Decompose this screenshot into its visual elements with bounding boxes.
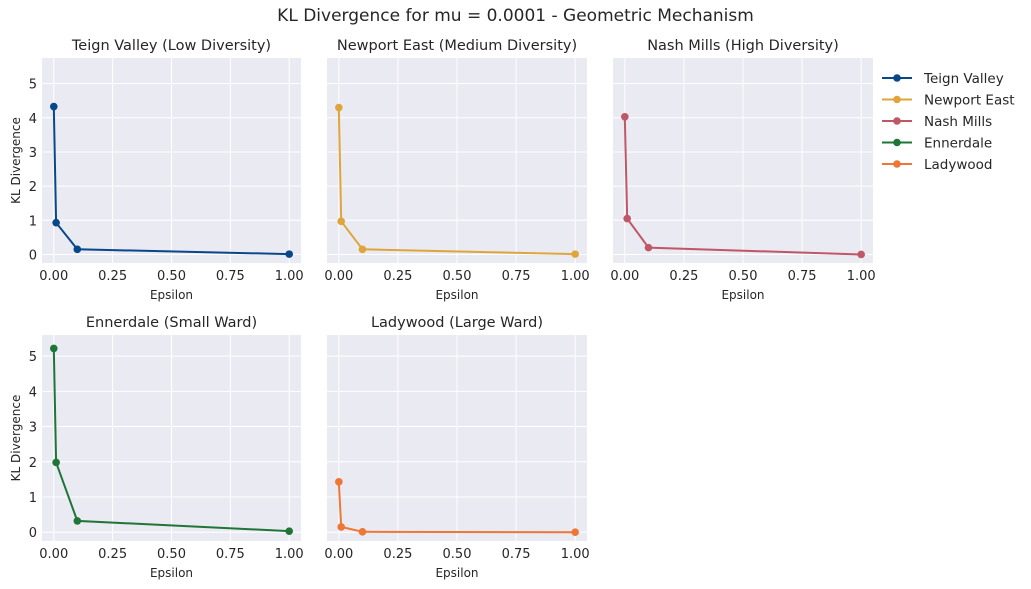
y-tick-label: 4 — [29, 112, 37, 127]
data-point — [571, 528, 579, 536]
legend-label: Nash Mills — [924, 114, 992, 130]
x-axis-label: Epsilon — [150, 288, 193, 302]
x-tick-label: 0.25 — [98, 269, 127, 284]
x-tick-label: 0.25 — [383, 547, 412, 562]
legend-marker — [893, 138, 901, 147]
y-axis-label: KL Divergence — [9, 395, 23, 482]
legend-marker — [893, 95, 901, 104]
data-point — [49, 102, 58, 111]
series-line — [52, 106, 290, 256]
series-line — [337, 107, 576, 256]
subplot-title: Nash Mills (High Diversity) — [647, 38, 839, 54]
data-point — [73, 517, 82, 525]
x-tick-label: 0.50 — [443, 269, 472, 284]
series-line — [52, 348, 290, 533]
x-tick-label: 0.00 — [39, 547, 68, 562]
x-tick-label: 0.75 — [788, 269, 817, 284]
data-point — [52, 218, 60, 227]
data-point — [358, 528, 367, 536]
subplot-title: Ladywood (Large Ward) — [371, 315, 543, 331]
data-point — [337, 523, 345, 531]
data-point — [358, 245, 367, 254]
series-line — [623, 116, 862, 256]
x-tick-label: 0.25 — [669, 269, 698, 284]
x-axis-label: Epsilon — [721, 288, 764, 302]
y-tick-label: 3 — [29, 421, 37, 436]
figure-title: KL Divergence for mu = 0.0001 - Geometri… — [277, 6, 754, 26]
legend-label: Newport East — [924, 93, 1015, 109]
y-tick-label: 2 — [29, 456, 37, 471]
y-tick-label: 1 — [29, 491, 37, 506]
x-tick-label: 0.50 — [157, 547, 186, 562]
x-tick-label: 1.00 — [561, 269, 590, 284]
x-tick-label: 1.00 — [275, 269, 304, 284]
data-point — [52, 458, 60, 467]
y-tick-label: 4 — [29, 385, 37, 400]
data-point — [337, 217, 345, 226]
legend-label: Teign Valley — [923, 71, 1004, 87]
y-tick-label: 5 — [29, 78, 37, 93]
legend-label: Ladywood — [924, 157, 992, 173]
legend-label: Ennerdale — [924, 136, 992, 152]
data-point — [571, 250, 579, 258]
data-point — [857, 250, 865, 259]
x-tick-label: 0.50 — [729, 269, 758, 284]
x-tick-label: 0.75 — [502, 269, 531, 284]
y-tick-label: 0 — [29, 526, 37, 541]
x-tick-label: 0.25 — [383, 269, 412, 284]
legend-marker — [893, 74, 901, 82]
y-tick-label: 3 — [29, 146, 37, 161]
x-tick-label: 0.75 — [502, 547, 531, 562]
x-tick-label: 0.00 — [39, 269, 68, 284]
data-point — [644, 243, 653, 252]
y-tick-label: 0 — [29, 248, 37, 263]
data-point — [285, 250, 294, 258]
x-tick-label: 1.00 — [561, 547, 590, 562]
x-tick-label: 0.50 — [443, 547, 472, 562]
data-point — [621, 112, 629, 121]
y-tick-label: 1 — [29, 214, 37, 229]
legend-marker — [893, 160, 901, 168]
data-point — [285, 527, 294, 535]
x-tick-label: 0.25 — [98, 547, 127, 562]
y-tick-label: 2 — [29, 180, 37, 195]
x-tick-label: 0.00 — [324, 269, 353, 284]
data-point — [335, 478, 343, 486]
x-tick-label: 0.00 — [324, 547, 353, 562]
subplot-title: Newport East (Medium Diversity) — [337, 38, 577, 54]
x-tick-label: 1.00 — [847, 269, 876, 284]
data-point — [623, 214, 631, 223]
subplot-title: Ennerdale (Small Ward) — [86, 315, 257, 331]
x-axis-label: Epsilon — [435, 288, 478, 302]
legend-marker — [893, 117, 901, 125]
data-point — [335, 103, 343, 112]
x-tick-label: 0.00 — [610, 269, 639, 284]
y-axis-label: KL Divergence — [9, 117, 23, 204]
x-tick-label: 1.00 — [275, 547, 304, 562]
data-point — [49, 344, 58, 353]
series-line — [337, 481, 576, 534]
x-axis-label: Epsilon — [435, 566, 478, 580]
x-tick-label: 0.75 — [216, 547, 245, 562]
x-tick-label: 0.75 — [216, 269, 245, 284]
x-axis-label: Epsilon — [150, 566, 193, 580]
subplot-title: Teign Valley (Low Diversity) — [71, 38, 271, 54]
y-tick-label: 5 — [29, 350, 37, 365]
x-tick-label: 0.50 — [157, 269, 186, 284]
data-point — [73, 245, 82, 254]
